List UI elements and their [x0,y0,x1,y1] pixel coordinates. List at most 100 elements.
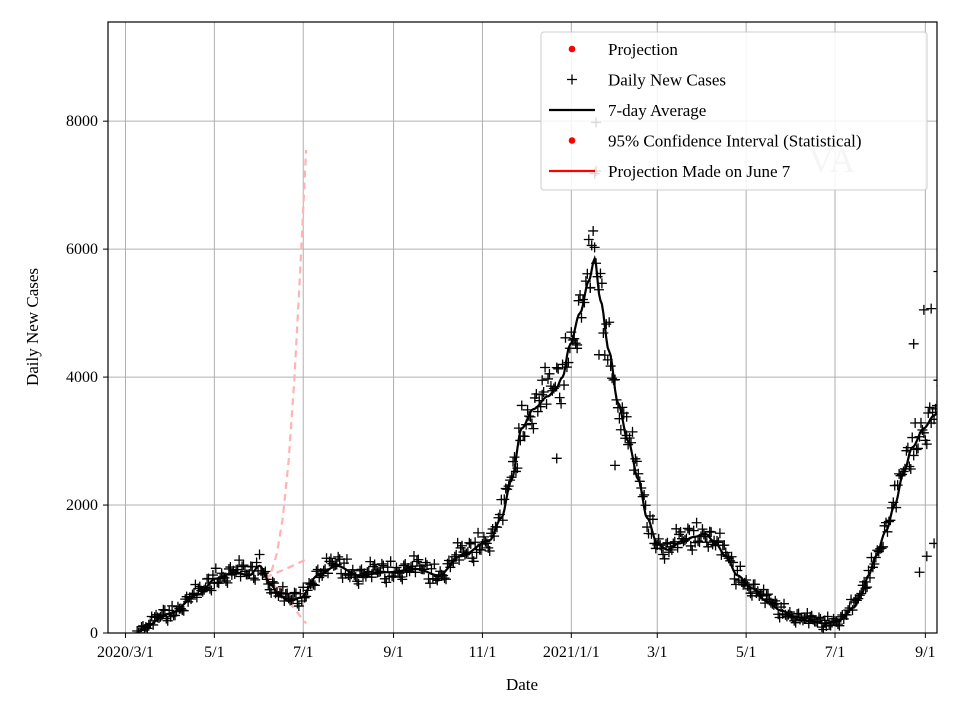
daily-case-point [355,565,366,576]
daily-case-point [691,517,702,528]
daily-case-point [222,577,233,588]
x-tick-label: 5/1 [736,644,756,661]
daily-case-point [385,556,396,567]
daily-case-point [429,559,440,570]
x-axis: 2020/3/1 5/1 7/1 9/1 11/1 2021/1/1 3/1 5/1 7/1 9/… [97,633,936,661]
y-tick-label: 4000 [66,369,98,386]
daily-case-point [684,524,695,535]
daily-case-point [475,545,486,556]
daily-case-point [207,570,218,581]
y-axis: 0 2000 4000 6000 8000 [66,113,108,642]
daily-case-point [516,400,527,411]
x-tick-label: 3/1 [647,644,667,661]
daily-case-point [538,386,549,397]
daily-case-point [758,584,769,595]
legend-label: 95% Confidence Interval (Statistical) [608,132,862,151]
daily-case-point [309,580,320,591]
daily-case-point [559,380,570,391]
daily-case-point [250,574,261,585]
daily-case-point [439,573,450,584]
daily-case-point [251,557,262,568]
y-tick-label: 2000 [66,497,98,514]
daily-case-point [701,537,712,548]
daily-case-point [688,525,699,536]
daily-case-point [714,528,725,539]
daily-case-point [468,556,479,567]
daily-case-point [639,489,650,500]
daily-case-point [583,234,594,245]
daily-case-point [413,554,424,565]
daily-case-point [933,270,937,273]
daily-case-point [378,560,389,571]
daily-case-point [908,338,919,349]
daily-case-point [556,398,567,409]
daily-case-point [593,349,604,360]
daily-case-point [541,399,552,410]
daily-case-point [706,527,717,538]
daily-case-point [703,541,714,552]
daily-case-point [499,494,510,505]
daily-case-point [749,579,760,590]
daily-case-point [133,628,144,633]
old-projection-high [264,558,307,579]
old-projection-upper [264,149,308,583]
daily-case-point [167,600,178,611]
daily-case-point [457,540,468,551]
daily-case-point [627,426,638,437]
daily-case-point [933,379,937,381]
daily-case-point [470,537,481,548]
daily-case-point [729,573,740,584]
x-tick-label: 9/1 [383,644,403,661]
daily-case-point [924,402,935,413]
daily-case-point [911,444,922,455]
daily-case-point [892,480,903,491]
daily-case-point [640,500,651,511]
daily-case-point [223,563,234,574]
daily-case-point [762,589,773,600]
daily-case-point [918,304,929,315]
daily-case-point [238,560,249,571]
daily-case-point [544,368,555,379]
daily-case-point [254,549,265,560]
x-axis-label: Date [506,675,538,694]
daily-case-point [528,423,539,434]
daily-case-point [926,303,937,314]
daily-case-point [779,598,790,609]
daily-case-point [908,450,919,461]
daily-case-point [293,601,304,612]
daily-case-point [905,464,916,475]
daily-case-point [247,561,258,572]
daily-case-point [292,598,303,609]
daily-case-point [210,563,221,574]
daily-case-point [554,392,565,403]
daily-case-point [519,431,530,442]
legend-box [540,31,928,191]
daily-case-point [478,531,489,542]
daily-case-point [813,612,824,623]
daily-case-point [834,620,845,631]
y-tick-label: 8000 [66,113,98,130]
daily-case-point [381,577,392,588]
x-tick-label: 2020/3/1 [97,644,154,661]
daily-case-point [921,551,932,562]
daily-case-point [465,538,476,549]
daily-case-point [675,526,686,537]
daily-case-point [929,538,937,549]
daily-case-point [682,523,693,534]
x-tick-label: 9/1 [915,644,935,661]
x-tick-label: 7/1 [293,644,313,661]
daily-case-point [531,389,542,400]
daily-case-point [289,587,300,598]
daily-case-point [561,362,572,373]
daily-case-point [659,553,670,564]
daily-case-point [822,611,833,622]
legend-label: Daily New Cases [608,71,726,90]
daily-case-point [277,581,288,592]
daily-case-point [687,545,698,556]
legend-marker-dot [568,137,576,144]
daily-case-point [206,585,217,596]
daily-case-point [907,432,918,443]
x-tick-label: 5/1 [204,644,224,661]
daily-case-point [395,571,406,582]
